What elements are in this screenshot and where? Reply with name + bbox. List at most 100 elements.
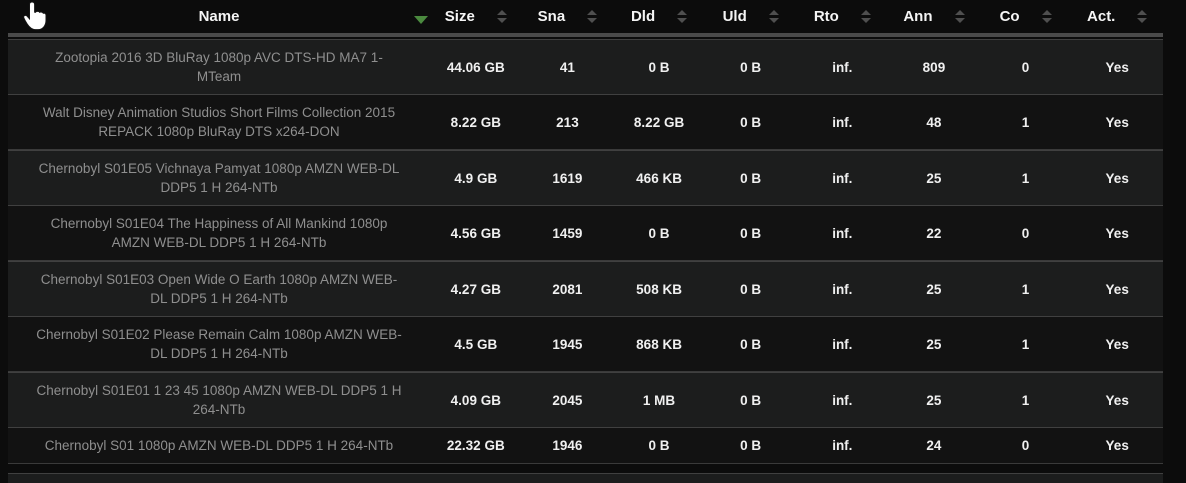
table-row[interactable]: Walt Disney Animation Studios Short Film… — [8, 95, 1163, 150]
cell-rto: inf. — [832, 59, 853, 75]
cell-size: 4.5 GB — [454, 336, 498, 352]
table-row[interactable]: Chernobyl S01E04 The Happiness of All Ma… — [8, 206, 1163, 261]
cell-sna: 41 — [559, 59, 575, 75]
table-row-partial[interactable] — [8, 473, 1163, 483]
cell-name: Chernobyl S01E04 The Happiness of All Ma… — [50, 216, 388, 250]
cell-co: 0 — [1021, 438, 1030, 453]
table-row[interactable]: Zootopia 2016 3D BluRay 1080p AVC DTS-HD… — [8, 39, 1163, 95]
cell-rto: inf. — [832, 438, 853, 453]
cell-co: 1 — [1021, 114, 1030, 130]
cell-dld: 0 B — [648, 59, 670, 75]
table-row[interactable]: Chernobyl S01E01 1 23 45 1080p AMZN WEB-… — [8, 372, 1163, 428]
cell-act: Yes — [1105, 438, 1129, 453]
cell-rto: inf. — [832, 281, 853, 297]
column-header-label: Sna — [537, 8, 566, 25]
sort-arrows-icon — [496, 10, 507, 23]
table-body: Zootopia 2016 3D BluRay 1080p AVC DTS-HD… — [8, 39, 1163, 464]
sort-arrows-icon — [954, 10, 965, 23]
cell-dld: 0 B — [648, 225, 670, 241]
table-row[interactable]: Chernobyl S01E05 Vichnaya Pamyat 1080p A… — [8, 150, 1163, 206]
cell-ann: 25 — [926, 170, 942, 186]
column-header-act[interactable]: Act. — [1071, 0, 1163, 33]
cell-name: Chernobyl S01 1080p AMZN WEB-DL DDP5 1 H… — [44, 438, 394, 453]
cell-name: Chernobyl S01E05 Vichnaya Pamyat 1080p A… — [38, 161, 400, 195]
column-header-name[interactable]: Name — [8, 0, 430, 33]
table-row[interactable]: Chernobyl S01E03 Open Wide O Earth 1080p… — [8, 261, 1163, 317]
cell-name: Chernobyl S01E02 Please Remain Calm 1080… — [36, 327, 402, 361]
cell-sna: 2081 — [552, 281, 583, 297]
column-header-label: Rto — [813, 8, 839, 25]
cell-rto: inf. — [832, 336, 853, 352]
cell-ann: 25 — [926, 281, 942, 297]
cell-co: 0 — [1021, 225, 1030, 241]
sort-arrows-icon — [860, 10, 871, 23]
cell-co: 1 — [1021, 336, 1030, 352]
column-header-size[interactable]: Size — [430, 0, 522, 33]
cell-sna: 1459 — [552, 225, 583, 241]
column-header-uld[interactable]: Uld — [705, 0, 797, 33]
cell-uld: 0 B — [740, 225, 762, 241]
column-header-dld[interactable]: Dld — [613, 0, 705, 33]
cell-rto: inf. — [832, 392, 853, 408]
cell-ann: 25 — [926, 336, 942, 352]
cell-dld: 0 B — [648, 438, 670, 453]
column-header-label: Ann — [903, 8, 933, 25]
cell-size: 22.32 GB — [446, 438, 505, 453]
sort-arrows-icon — [768, 10, 779, 23]
column-header-label: Name — [198, 8, 240, 25]
cell-name: Walt Disney Animation Studios Short Film… — [42, 105, 396, 139]
column-header-label: Dld — [630, 8, 656, 25]
cell-dld: 868 KB — [636, 336, 682, 352]
sort-descending-icon — [414, 16, 428, 24]
cell-act: Yes — [1105, 225, 1129, 241]
cell-ann: 809 — [922, 59, 946, 75]
cell-uld: 0 B — [740, 281, 762, 297]
sort-arrows-icon — [587, 10, 598, 23]
cell-size: 4.56 GB — [450, 225, 501, 241]
cell-dld: 466 KB — [636, 170, 682, 186]
cell-co: 1 — [1021, 392, 1030, 408]
cell-uld: 0 B — [740, 336, 762, 352]
cell-uld: 0 B — [740, 170, 762, 186]
cell-dld: 8.22 GB — [633, 114, 685, 130]
cell-sna: 213 — [556, 114, 579, 130]
cell-sna: 1945 — [552, 336, 583, 352]
column-header-rto[interactable]: Rto — [797, 0, 889, 33]
table-row[interactable]: Chernobyl S01 1080p AMZN WEB-DL DDP5 1 H… — [8, 428, 1163, 464]
table-row[interactable]: Chernobyl S01E02 Please Remain Calm 1080… — [8, 317, 1163, 372]
sort-arrows-icon — [1137, 10, 1148, 23]
cell-size: 8.22 GB — [450, 114, 501, 130]
column-header-sna[interactable]: Sna — [522, 0, 614, 33]
cell-ann: 25 — [926, 392, 942, 408]
cell-uld: 0 B — [740, 392, 762, 408]
column-header-label: Size — [444, 8, 475, 25]
cell-size: 4.27 GB — [450, 281, 501, 297]
cell-dld: 1 MB — [642, 392, 676, 408]
cell-co: 0 — [1021, 59, 1030, 75]
cell-sna: 1619 — [552, 170, 583, 186]
cell-dld: 508 KB — [636, 281, 682, 297]
column-header-co[interactable]: Co — [980, 0, 1072, 33]
cell-act: Yes — [1105, 114, 1129, 130]
cell-sna: 2045 — [552, 392, 583, 408]
cell-ann: 24 — [926, 438, 942, 453]
cell-name: Chernobyl S01E01 1 23 45 1080p AMZN WEB-… — [36, 383, 402, 417]
torrent-table: Name Size Sna Dld Uld Rto Ann Co Act. Zo… — [8, 0, 1163, 464]
column-header-label: Uld — [722, 8, 747, 25]
cell-name: Zootopia 2016 3D BluRay 1080p AVC DTS-HD… — [55, 50, 383, 84]
cell-sna: 1946 — [552, 438, 583, 453]
column-header-ann[interactable]: Ann — [888, 0, 980, 33]
cell-rto: inf. — [832, 114, 853, 130]
cell-act: Yes — [1105, 170, 1129, 186]
cell-rto: inf. — [832, 170, 853, 186]
cell-co: 1 — [1021, 170, 1030, 186]
cell-act: Yes — [1105, 281, 1129, 297]
header-divider — [8, 33, 1163, 37]
cell-uld: 0 B — [740, 59, 762, 75]
cell-ann: 22 — [926, 225, 942, 241]
table-header: Name Size Sna Dld Uld Rto Ann Co Act. — [8, 0, 1163, 33]
column-header-label: Act. — [1087, 8, 1116, 25]
cell-act: Yes — [1105, 336, 1129, 352]
cell-act: Yes — [1105, 392, 1129, 408]
cell-name: Chernobyl S01E03 Open Wide O Earth 1080p… — [40, 272, 398, 306]
